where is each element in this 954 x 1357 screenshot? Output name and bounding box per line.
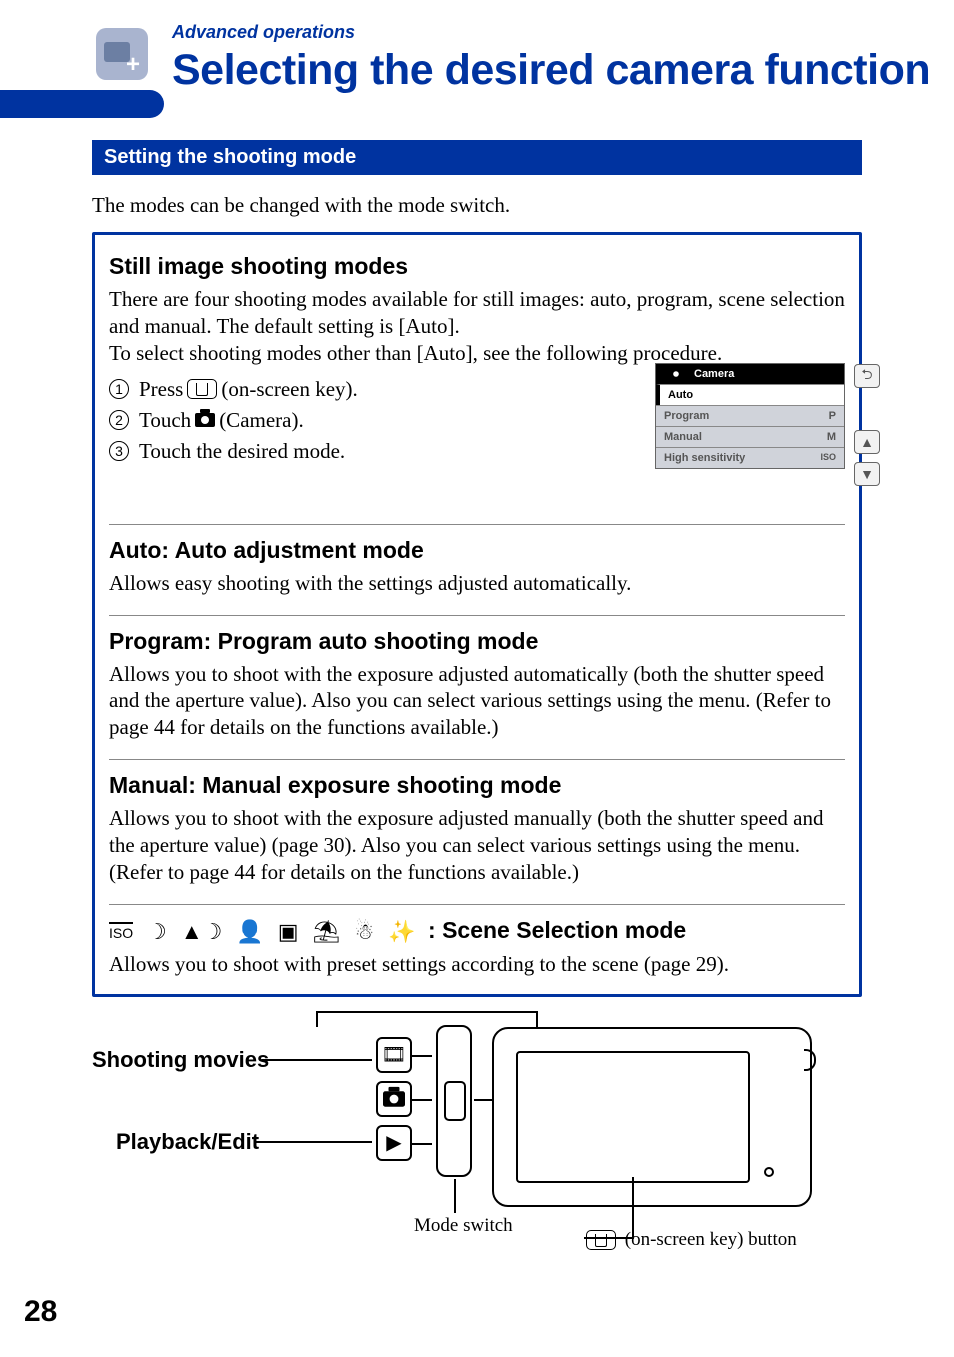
header-icon: + [96,28,148,80]
menu-header: Camera [656,364,844,384]
intro-text: The modes can be changed with the mode s… [92,193,862,218]
divider [109,904,845,905]
step2-text-a: Touch [139,408,191,433]
menu-row-high-sensitivity[interactable]: High sensitivity ISO [656,447,844,468]
menu-down-button[interactable]: ▼ [854,462,880,486]
moon-icon: ☽ [147,919,167,945]
scene-heading: ISO ☽ ▲☽ 👤 ▣ ⛱ ☃ ✨ : Scene Selection mod… [109,917,845,945]
snow-icon: ☃ [355,919,375,945]
osk-caption-text: (on-screen key) button [625,1229,797,1250]
camera-icon [195,413,215,427]
modes-box: Still image shooting modes There are fou… [92,232,862,997]
manual-body: Allows you to shoot with the exposure ad… [109,805,845,886]
mode-switch-caption: Mode switch [414,1215,513,1237]
divider [109,615,845,616]
mode-switch-illustration [436,1025,472,1177]
menu-up-button[interactable]: ▲ [854,430,880,454]
menu-label: High sensitivity [664,452,745,464]
scene-icons-row: ISO ☽ ▲☽ 👤 ▣ ⛱ ☃ ✨ [109,919,416,945]
landscape-icon: ▣ [278,919,299,945]
content-area: Setting the shooting mode The modes can … [92,140,862,1271]
step-number-3: 3 [109,441,129,461]
camera-outline [492,1027,812,1207]
auto-heading: Auto: Auto adjustment mode [109,537,845,564]
program-body: Allows you to shoot with the exposure ad… [109,661,845,742]
portrait-icon: 👤 [236,919,263,945]
menu-badge: P [829,410,836,422]
menu-badge: ISO [820,452,836,464]
section-heading: Setting the shooting mode [92,140,862,175]
menu-row-program[interactable]: Program P [656,405,844,426]
playback-edit-label: Playback/Edit [116,1129,259,1155]
night-portrait-icon: ▲☽ [181,919,223,945]
manual-heading: Manual: Manual exposure shooting mode [109,772,845,799]
shooting-movies-label: Shooting movies [92,1047,269,1073]
page-title: Selecting the desired camera function [172,46,930,95]
on-screen-key-icon [586,1230,616,1250]
page-number: 28 [24,1295,57,1329]
on-screen-key-icon [187,379,217,399]
menu-header-label: Camera [694,368,734,380]
step1-text-a: Press [139,377,183,402]
step3-text: Touch the desired mode. [139,439,345,464]
menu-label: Program [664,410,709,422]
menu-side-buttons: ⮌ ▲ ▼ [854,364,880,486]
auto-body: Allows easy shooting with the settings a… [109,570,845,597]
divider [109,759,845,760]
step-number-1: 1 [109,379,129,399]
breadcrumb: Advanced operations [172,22,355,43]
menu-badge: M [827,431,836,443]
page-header: + Advanced operations Selecting the desi… [0,20,954,120]
step1-text-b: (on-screen key). [221,377,357,402]
step-number-2: 2 [109,410,129,430]
still-body-1: There are four shooting modes available … [109,286,845,340]
osk-caption: (on-screen key) button [582,1229,797,1251]
program-heading: Program: Program auto shooting mode [109,628,845,655]
still-heading: Still image shooting modes [109,253,845,280]
still-mode-icon [376,1081,412,1117]
scene-heading-text: : Scene Selection mode [428,917,686,943]
mode-switch-diagram: Shooting movies Playback/Edit 🎞 ▶ [92,1011,862,1271]
camera-icon [669,369,683,379]
menu-row-auto[interactable]: Auto [656,384,844,405]
fireworks-icon: ✨ [388,919,415,945]
step2-text-b: (Camera). [219,408,304,433]
scene-body: Allows you to shoot with preset settings… [109,951,845,978]
playback-mode-icon: ▶ [376,1125,412,1161]
iso-icon: ISO [109,922,133,941]
menu-back-button[interactable]: ⮌ [854,364,880,388]
divider [109,524,845,525]
menu-row-manual[interactable]: Manual M [656,426,844,447]
menu-label: Manual [664,431,702,443]
menu-label: Auto [668,389,693,401]
header-accent-bar [0,90,164,118]
beach-icon: ⛱ [313,919,341,945]
camera-menu-panel: Camera Auto Program P Manual M High sens… [655,363,845,469]
movie-mode-icon: 🎞 [376,1037,412,1073]
